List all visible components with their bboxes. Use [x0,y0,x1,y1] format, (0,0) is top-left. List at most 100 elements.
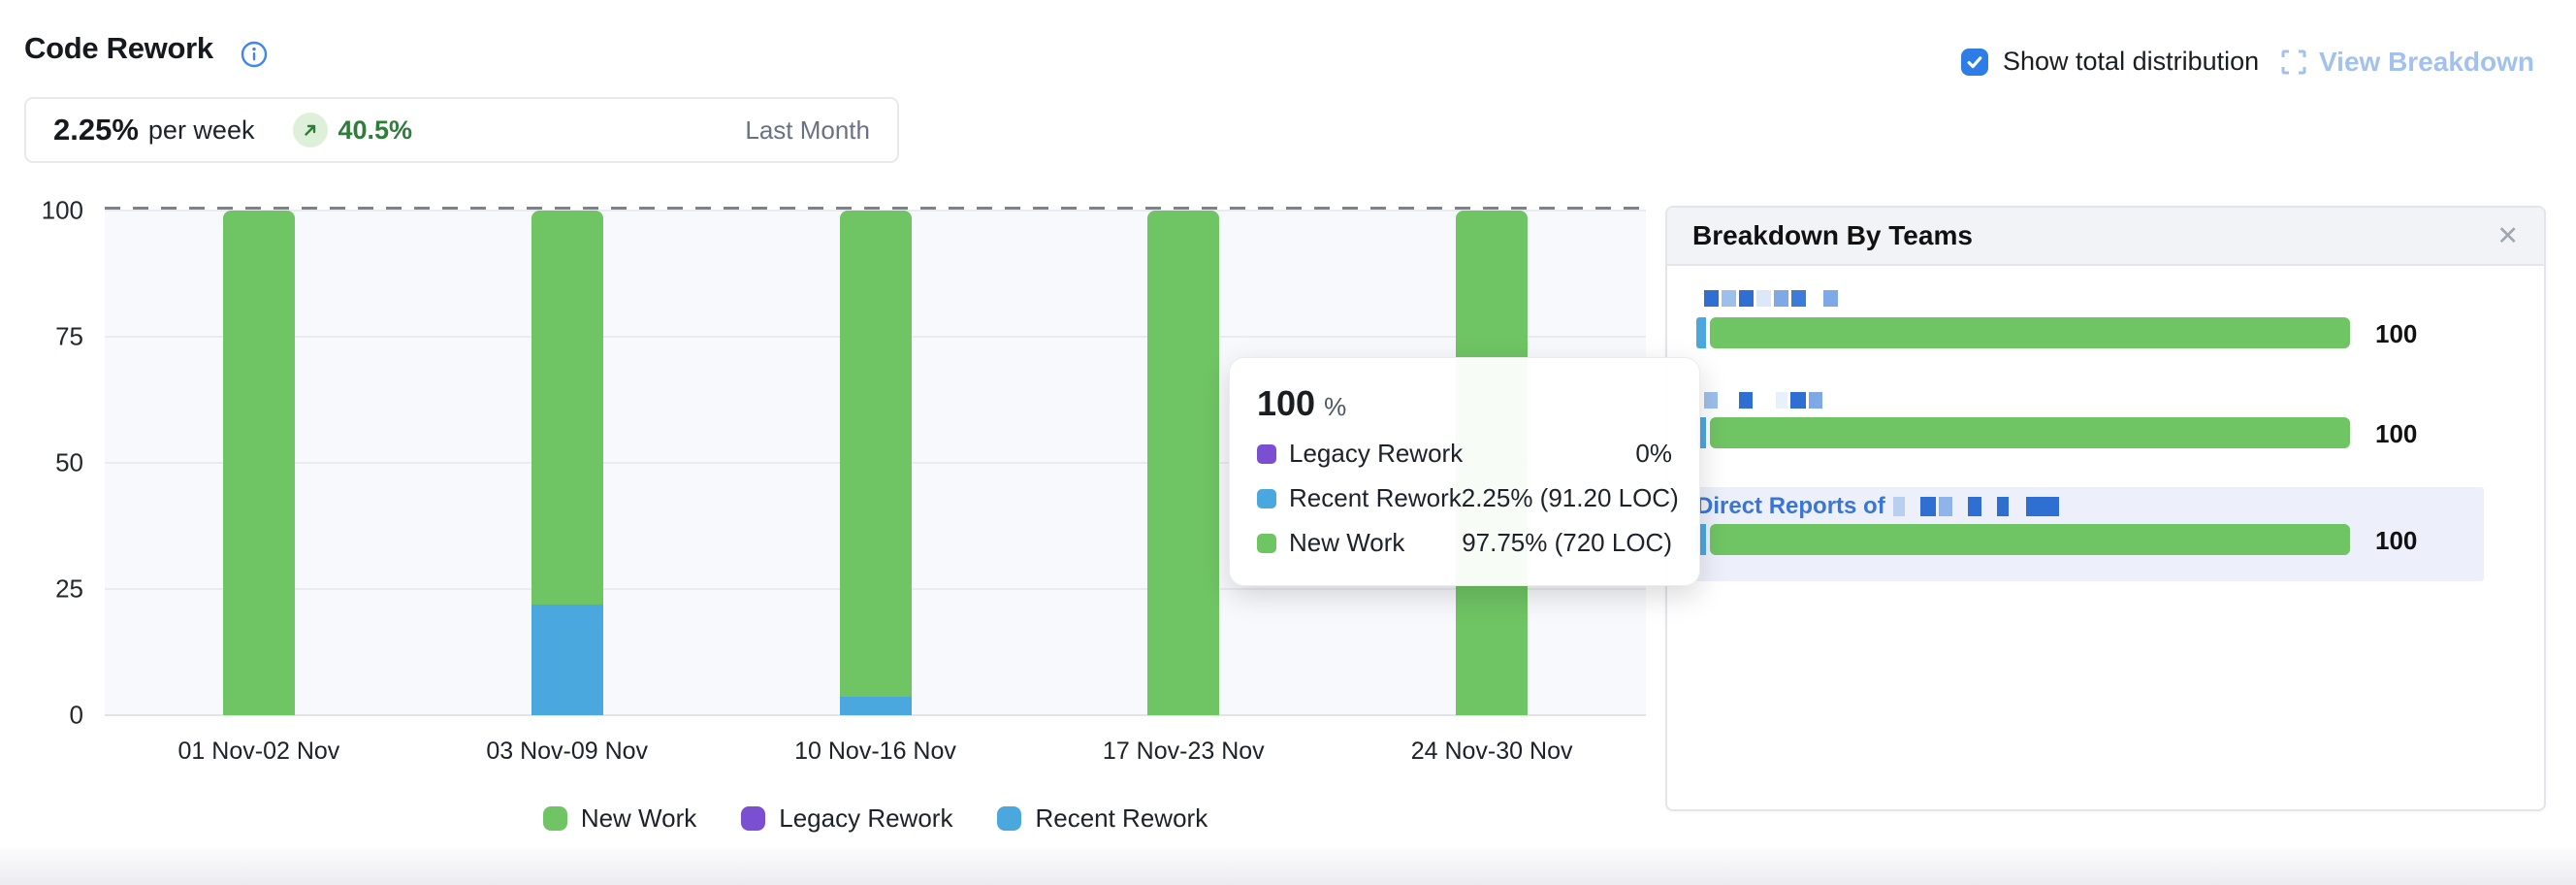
redaction-block [1704,392,1718,409]
tooltip-row-value: 97.75% (720 LOC) [1462,528,1672,557]
tooltip-row-label: Recent Rework [1289,483,1462,512]
y-tick-label: 100 [41,195,83,225]
info-icon[interactable] [241,41,268,68]
stacked-bar[interactable] [531,211,603,715]
redaction-block [1823,290,1838,307]
bottom-strip [0,848,2576,885]
bar-segment-new-work [1147,211,1220,715]
legend-swatch-icon [542,806,567,831]
tooltip-row-new-work: New Work 97.75% (720 LOC) [1257,528,1672,558]
redaction-block [1776,392,1787,409]
bar-segment-recent-rework [531,604,603,715]
chart-legend: New Work Legacy Rework Recent Rework [105,803,1646,834]
team-bar-segment [1696,317,1706,348]
bar-segment-new-work [222,211,295,715]
rework-rate-value: 2.25% [53,113,139,147]
redaction-block [1739,290,1754,307]
redaction-block [1790,392,1806,409]
tooltip-swatch-icon [1257,488,1276,508]
x-axis-label: 03 Nov-09 Nov [486,738,649,765]
stats-card: 2.25% per week 40.5% Last Month [24,97,899,163]
legend-item-legacy-rework[interactable]: Legacy Rework [741,803,952,834]
rework-rate-unit: per week [147,115,255,145]
team-bar-segment [1710,317,2350,348]
tooltip-row-label: New Work [1289,528,1405,557]
redaction-block [1791,290,1806,307]
x-axis-label: 01 Nov-02 Nov [177,738,340,765]
bar-segment-new-work [839,211,912,698]
show-total-distribution-checkbox[interactable] [1961,48,1988,76]
team-bar[interactable] [1696,417,2350,448]
stacked-bar[interactable] [222,211,295,715]
legend-swatch-icon [997,806,1022,831]
chart-tooltip: 100 % Legacy Rework 0% Recent Rework 2.25% … [1229,357,1700,586]
tooltip-row-label: Legacy Rework [1289,439,1464,468]
redaction-block [2012,497,2023,516]
panel-header: Breakdown By Teams ✕ [1667,208,2544,266]
redaction-block [1967,497,1981,516]
trend-up-icon [293,113,329,148]
legend-swatch-icon [741,806,766,831]
legend-item-recent-rework[interactable]: Recent Rework [997,803,1208,834]
x-axis-label: 17 Nov-23 Nov [1102,738,1265,765]
redaction-block [1774,290,1788,307]
trend-badge: 40.5% [293,113,412,148]
tooltip-row-value: 0% [1635,439,1672,468]
redaction-block [1809,290,1820,307]
tooltip-total: 100 % [1257,383,1672,424]
bar-segment-recent-rework [839,697,912,715]
redaction-block [1984,497,1994,516]
tooltip-row-legacy-rework: Legacy Rework 0% [1257,439,1672,469]
team-bar-segment [1696,524,1706,555]
tooltip-row-recent-rework: Recent Rework 2.25% (91.20 LOC) [1257,483,1679,513]
legend-label: Legacy Rework [779,803,953,833]
redaction-block [1756,290,1771,307]
redaction-block [1996,497,2009,516]
redaction-block [1721,392,1736,409]
y-tick-label: 25 [55,574,83,604]
y-tick-label: 75 [55,321,83,351]
redaction-block [1908,497,1917,516]
team-bar[interactable] [1696,524,2350,555]
show-total-distribution-label[interactable]: Show total distribution [2003,47,2260,76]
redaction-block [1704,290,1719,307]
redaction-block [1955,497,1965,516]
tooltip-rows: Legacy Rework 0% Recent Rework 2.25% (91.20… [1257,439,1679,558]
tooltip-row-value: 2.25% (91.20 LOC) [1461,483,1679,512]
redaction-block [1755,392,1773,409]
team-name-redacted [1704,290,1841,307]
tooltip-swatch-icon [1257,443,1276,464]
y-tick-label: 50 [55,447,83,477]
bar-segment-new-work [531,211,603,605]
redaction-block [1809,392,1822,409]
tooltip-total-value: 100 [1257,383,1316,423]
team-bar[interactable] [1696,317,2350,348]
show-total-distribution-control: Show total distribution [1961,47,2259,77]
view-breakdown-label: View Breakdown [2319,47,2535,77]
page-title: Code Rework [24,31,213,65]
team-bar-value: 100 [2375,319,2418,348]
expand-icon [2281,49,2306,75]
team-bar-segment [1710,417,2350,448]
redaction-block [1739,392,1753,409]
period-label: Last Month [745,115,870,145]
stacked-bar[interactable] [839,211,912,715]
team-name-redacted: Direct Reports of [1696,493,2062,520]
team-bar-segment [1696,417,1706,448]
y-tick-label: 0 [69,700,83,730]
team-bar-value: 100 [2375,526,2418,555]
view-breakdown-button[interactable]: View Breakdown [2279,47,2534,78]
close-icon[interactable]: ✕ [2496,220,2519,250]
legend-item-new-work[interactable]: New Work [542,803,696,834]
gridline-0 [105,714,1646,716]
direct-reports-prefix: Direct Reports of [1696,493,1885,519]
breakdown-by-teams-panel: Breakdown By Teams ✕ 100 100 Direct Report… [1665,206,2546,811]
tooltip-swatch-icon [1257,533,1276,553]
checkmark-icon [1967,55,1982,68]
panel-title: Breakdown By Teams [1692,220,1973,250]
x-axis-label: 24 Nov-30 Nov [1410,738,1573,765]
trend-value: 40.5% [338,115,413,145]
stacked-bar[interactable] [1147,211,1220,715]
team-bar-value: 100 [2375,419,2418,448]
